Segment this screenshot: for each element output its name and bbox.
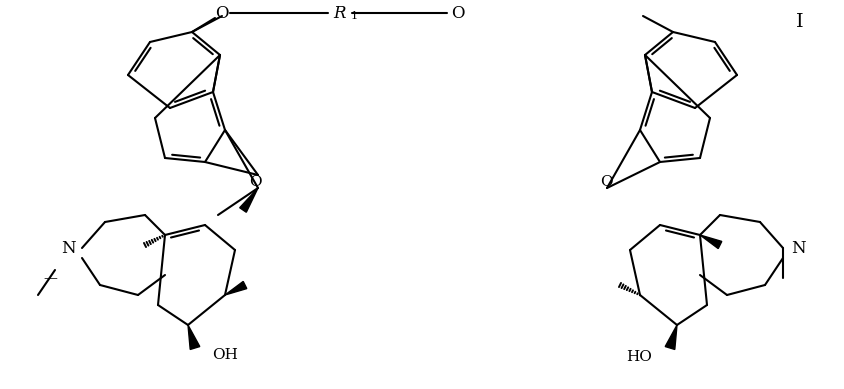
Text: N: N xyxy=(790,240,804,256)
Text: HO: HO xyxy=(625,350,652,364)
Text: O: O xyxy=(215,5,229,21)
Text: O: O xyxy=(248,175,261,189)
Polygon shape xyxy=(664,325,676,349)
Text: O: O xyxy=(599,175,612,189)
Text: R: R xyxy=(333,5,346,21)
Text: —: — xyxy=(43,271,57,285)
Text: OH: OH xyxy=(212,348,238,362)
Polygon shape xyxy=(225,281,246,295)
Text: I: I xyxy=(795,13,803,31)
Polygon shape xyxy=(187,325,199,349)
Polygon shape xyxy=(699,235,721,249)
Text: O: O xyxy=(451,5,464,21)
Text: 1: 1 xyxy=(350,11,357,21)
Text: N: N xyxy=(61,240,75,256)
Polygon shape xyxy=(240,188,257,212)
